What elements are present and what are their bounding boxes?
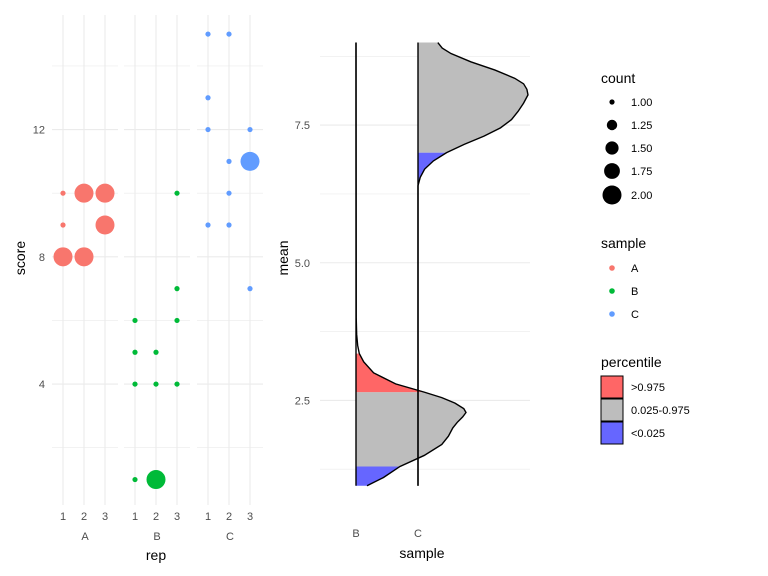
rep-tick-label: 2 xyxy=(226,511,232,523)
count-legend-title: count xyxy=(601,70,635,86)
scatter-point xyxy=(95,183,115,203)
percentile-legend-title: percentile xyxy=(601,354,662,370)
percentile-legend-label: 0.025-0.975 xyxy=(631,405,690,417)
sample-tick-label: B xyxy=(352,528,359,540)
mean-tick-label: 5.0 xyxy=(295,258,310,270)
density-outline xyxy=(355,42,467,487)
sample-tick-label: C xyxy=(414,528,422,540)
scatter-point xyxy=(174,286,180,292)
scatter-point xyxy=(132,317,138,324)
sample-legend-key xyxy=(609,265,615,271)
density-outline xyxy=(417,42,529,486)
scatter-point xyxy=(132,381,138,387)
sample-legend-key xyxy=(609,311,615,317)
score-tick-label: 12 xyxy=(33,125,45,137)
scatter-point xyxy=(53,247,73,267)
scatter-point xyxy=(247,126,253,133)
rep-tick-label: 1 xyxy=(205,511,211,523)
scatter-point xyxy=(240,151,260,171)
count-legend-label: 1.75 xyxy=(631,166,652,178)
scatter-point xyxy=(226,190,232,196)
scatter-point xyxy=(132,476,138,483)
sample-legend-label: A xyxy=(631,263,639,275)
scatter-point xyxy=(174,190,180,196)
count-legend-key xyxy=(602,185,622,205)
percentile-legend-key xyxy=(600,421,624,445)
score-axis-title: score xyxy=(12,241,28,275)
mean-tick-labels: 2.5 5.0 7.5 xyxy=(295,120,310,407)
scatter-point xyxy=(226,222,232,228)
rep-tick-labels: 1 2 3 1 2 3 1 2 3 xyxy=(60,511,253,523)
percentile-legend-label: >0.975 xyxy=(631,382,665,394)
sample-legend: ABC xyxy=(609,263,639,321)
sample-legend-key xyxy=(609,288,615,294)
scatter-point xyxy=(153,349,159,355)
facet-strip-label: C xyxy=(226,531,234,543)
count-legend-key xyxy=(609,99,615,105)
count-legend-key xyxy=(606,119,618,131)
percentile-legend-key xyxy=(600,375,624,399)
count-legend-key xyxy=(605,141,619,155)
rep-tick-label: 3 xyxy=(247,511,253,523)
sample-legend-title: sample xyxy=(601,235,646,251)
count-legend-label: 1.00 xyxy=(631,97,652,109)
score-tick-labels: 4 8 12 xyxy=(33,125,45,392)
scatter-point xyxy=(205,95,211,101)
scatter-point xyxy=(74,247,94,267)
scatter-point xyxy=(153,381,159,387)
scatter-point xyxy=(174,317,180,324)
rep-tick-label: 3 xyxy=(102,511,108,523)
below-0.025-region xyxy=(356,466,400,486)
facet-strip-label: B xyxy=(153,531,160,543)
count-legend-label: 1.25 xyxy=(631,120,652,132)
rep-tick-label: 2 xyxy=(81,511,87,523)
middle-percentile-region xyxy=(356,392,466,467)
percentile-legend-key xyxy=(600,398,624,422)
violin-shapes xyxy=(355,42,529,487)
rep-axis-title: rep xyxy=(146,547,166,563)
scatter-point xyxy=(226,158,232,164)
scatter-point xyxy=(226,31,232,37)
count-legend-label: 1.50 xyxy=(631,143,652,155)
scatter-point xyxy=(146,470,166,490)
sample-axis-title: sample xyxy=(399,545,444,561)
scatter-point xyxy=(60,190,66,196)
sample-legend-label: B xyxy=(631,286,638,298)
scatter-point xyxy=(132,349,138,355)
scatter-point xyxy=(174,381,180,387)
scatter-point xyxy=(247,286,253,292)
mean-tick-label: 7.5 xyxy=(295,120,310,132)
facet-strip-label: A xyxy=(81,531,89,543)
scatter-points xyxy=(53,31,260,490)
mean-axis-title: mean xyxy=(275,240,291,275)
scatter-point xyxy=(205,31,211,37)
count-legend-key xyxy=(604,163,620,179)
count-legend: 1.00 1.25 1.50 1.75 2.00 xyxy=(602,97,652,205)
count-legend-label: 2.00 xyxy=(631,190,652,202)
facet-strip-labels: A B C xyxy=(81,531,234,543)
scatter-point xyxy=(205,222,211,228)
sample-legend-label: C xyxy=(631,309,639,321)
scatter-point xyxy=(60,222,66,228)
middle-percentile-region xyxy=(418,42,528,153)
scatter-point xyxy=(205,126,211,133)
scatter-point xyxy=(95,215,115,235)
rep-tick-label: 3 xyxy=(174,511,180,523)
legends: count 1.00 1.25 1.50 1.75 2.00 sample ABC pe… xyxy=(600,70,690,445)
score-tick-label: 8 xyxy=(39,252,45,264)
percentile-legend: >0.975 0.025-0.975 <0.025 xyxy=(600,375,690,445)
rep-tick-label: 1 xyxy=(60,511,66,523)
percentile-legend-label: <0.025 xyxy=(631,428,665,440)
rep-tick-label: 2 xyxy=(153,511,159,523)
scatter-point xyxy=(74,183,94,203)
mean-tick-label: 2.5 xyxy=(295,395,310,407)
score-tick-label: 4 xyxy=(39,379,45,391)
above-0.975-region xyxy=(356,353,425,393)
rep-tick-label: 1 xyxy=(132,511,138,523)
